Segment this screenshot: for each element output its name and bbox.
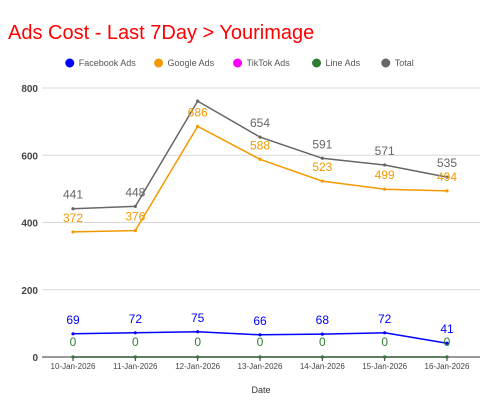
x-tick-label: 12-Jan-2026 — [175, 362, 220, 371]
data-label: 0 — [257, 335, 264, 349]
data-point — [196, 330, 200, 334]
data-point — [71, 355, 75, 359]
data-label: 0 — [381, 335, 388, 349]
data-label: 376 — [125, 210, 145, 224]
x-tick-label: 13-Jan-2026 — [238, 362, 283, 371]
data-point — [383, 355, 387, 359]
data-label: 0 — [319, 335, 326, 349]
data-label: 535 — [437, 156, 457, 170]
data-label: 571 — [375, 144, 395, 158]
data-label: 494 — [437, 170, 457, 184]
x-tick-label: 15-Jan-2026 — [362, 362, 407, 371]
data-label: 654 — [250, 116, 270, 130]
legend-label: Facebook Ads — [79, 58, 137, 68]
data-point — [383, 163, 387, 167]
legend-label: Google Ads — [168, 58, 215, 68]
data-point — [320, 179, 324, 183]
data-label: 523 — [312, 160, 332, 174]
data-point — [133, 355, 137, 359]
data-label: 41 — [440, 322, 454, 336]
data-point — [258, 157, 262, 161]
x-tick-label: 11-Jan-2026 — [113, 362, 158, 371]
data-label: 0 — [132, 335, 139, 349]
data-point — [71, 230, 75, 234]
x-tick-label: 10-Jan-2026 — [51, 362, 96, 371]
data-labels: 69 72 75 66 68 72 41 372 376 686 588 523 499 494 0 0 0 0 0… — [63, 105, 457, 349]
data-point — [445, 189, 449, 193]
x-tick-label: 16-Jan-2026 — [425, 362, 470, 371]
data-point — [445, 175, 449, 179]
data-point — [133, 228, 137, 233]
legend: Facebook Ads Google Ads TikTok Ads Line Ads… — [65, 58, 414, 68]
y-axis-ticks: 0 200 400 600 800 — [21, 84, 38, 364]
data-point — [445, 355, 449, 359]
y-tick-label: 800 — [21, 84, 38, 95]
x-tick-label: 14-Jan-2026 — [300, 362, 345, 371]
data-label: 69 — [66, 313, 80, 327]
data-point — [133, 204, 137, 208]
data-point — [445, 341, 449, 345]
legend-item[interactable]: Line Ads — [312, 58, 361, 68]
y-tick-label: 0 — [32, 353, 38, 364]
legend-item[interactable]: TikTok Ads — [233, 58, 290, 68]
data-point — [320, 156, 324, 160]
data-label: 66 — [253, 314, 267, 328]
data-label: 72 — [378, 312, 392, 326]
data-point — [383, 331, 387, 335]
data-label: 72 — [129, 312, 143, 326]
data-point — [196, 355, 200, 359]
legend-label: TikTok Ads — [247, 58, 291, 68]
data-label: 591 — [312, 137, 332, 151]
data-point — [196, 99, 200, 103]
data-label: 372 — [63, 211, 83, 225]
data-point — [320, 355, 324, 359]
data-point — [258, 333, 262, 337]
legend-label: Total — [395, 58, 414, 68]
legend-label: Line Ads — [326, 58, 361, 68]
data-label: 68 — [316, 313, 330, 327]
x-axis-ticks: 10-Jan-2026 11-Jan-2026 12-Jan-2026 13-Jan-… — [51, 357, 470, 371]
data-point — [320, 332, 324, 336]
data-point — [71, 332, 75, 336]
data-label: 441 — [63, 188, 83, 202]
x-axis-title: Date — [251, 385, 270, 395]
y-tick-label: 400 — [21, 219, 38, 230]
legend-swatch — [154, 58, 164, 68]
data-point — [133, 331, 137, 335]
data-label: 448 — [125, 185, 145, 199]
legend-swatch — [312, 58, 322, 68]
data-point — [196, 124, 200, 128]
legend-item[interactable]: Facebook Ads — [65, 58, 136, 68]
data-point — [71, 207, 75, 211]
y-tick-label: 600 — [21, 151, 38, 162]
data-point — [258, 355, 262, 359]
series-lines — [71, 99, 449, 359]
data-label: 0 — [70, 335, 77, 349]
y-tick-label: 200 — [21, 286, 38, 297]
legend-item[interactable]: Total — [381, 58, 414, 68]
data-label: 75 — [191, 311, 205, 325]
data-label: 0 — [444, 335, 451, 349]
data-point — [383, 187, 387, 191]
data-label: 686 — [188, 105, 208, 119]
legend-swatch — [381, 58, 391, 68]
data-point — [258, 135, 262, 139]
legend-item[interactable]: Google Ads — [154, 58, 215, 68]
legend-swatch — [233, 58, 243, 68]
data-label: 588 — [250, 138, 270, 152]
chart-title: Ads Cost - Last 7Day > Yourimage — [8, 22, 314, 44]
data-label: 499 — [375, 168, 395, 182]
legend-swatch — [65, 58, 75, 68]
data-label: 0 — [194, 335, 201, 349]
